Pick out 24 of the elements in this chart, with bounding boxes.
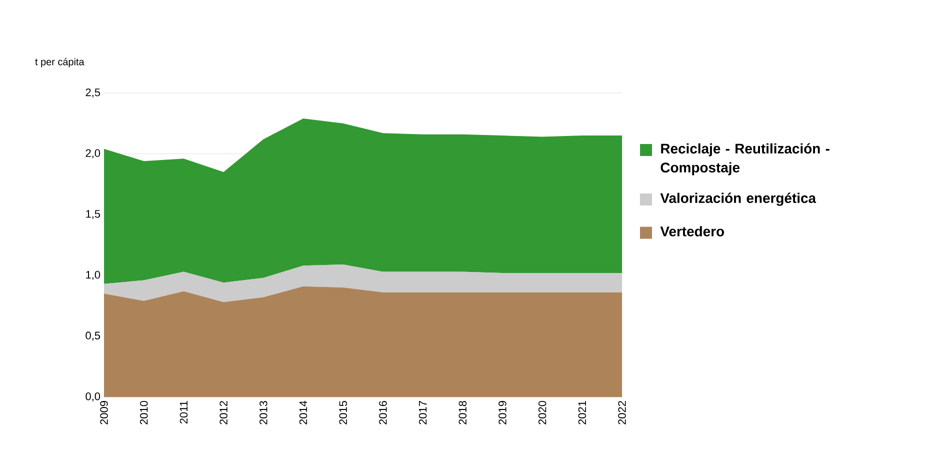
y-tick-label: 2,5 — [86, 88, 100, 98]
legend-label: Vertedero — [660, 226, 724, 236]
x-tick-label: 2014 — [299, 400, 308, 424]
x-tick-label: 2012 — [220, 401, 228, 424]
x-tick-label: 2010 — [140, 400, 148, 424]
x-tick-label: 2009 — [100, 401, 108, 424]
legend-label: Valorización energética — [660, 192, 816, 206]
x-tick-label: 2019 — [498, 401, 506, 424]
y-tick-label: 0,0 — [86, 392, 100, 402]
x-tick-label: 2021 — [578, 401, 586, 424]
x-tick-label: 2013 — [260, 400, 268, 424]
y-tick-label: 2,0 — [86, 149, 100, 158]
x-tick-label: 2020 — [538, 400, 546, 424]
y-axis-title: t per cápita — [35, 58, 84, 68]
x-tick-label: 2017 — [418, 401, 427, 424]
x-tick-label: 2015 — [339, 400, 347, 424]
x-tick-label: 2022 — [618, 401, 626, 424]
x-tick-label: 2016 — [379, 400, 387, 424]
y-tick-label: 0,5 — [86, 332, 100, 341]
y-tick-label: 1,5 — [86, 210, 100, 220]
x-tick-label: 2011 — [180, 401, 188, 424]
y-tick-label: 1,0 — [86, 270, 100, 280]
legend-label: Reciclaje - Reutilización - Compostaje — [660, 143, 830, 176]
x-tick-label: 2018 — [458, 400, 467, 424]
